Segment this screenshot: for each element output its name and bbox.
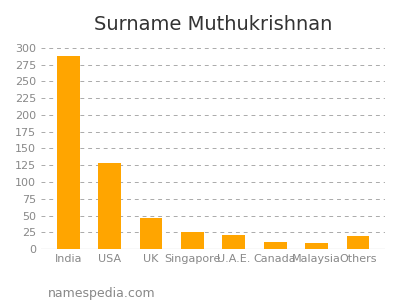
Bar <box>140 218 162 249</box>
Bar <box>57 56 80 249</box>
Bar <box>181 232 204 249</box>
Bar <box>222 235 245 249</box>
Bar <box>264 242 286 249</box>
Title: Surname Muthukrishnan: Surname Muthukrishnan <box>94 15 332 34</box>
Bar <box>346 236 369 249</box>
Bar <box>305 243 328 249</box>
Bar <box>98 163 121 249</box>
Text: namespedia.com: namespedia.com <box>48 287 156 300</box>
